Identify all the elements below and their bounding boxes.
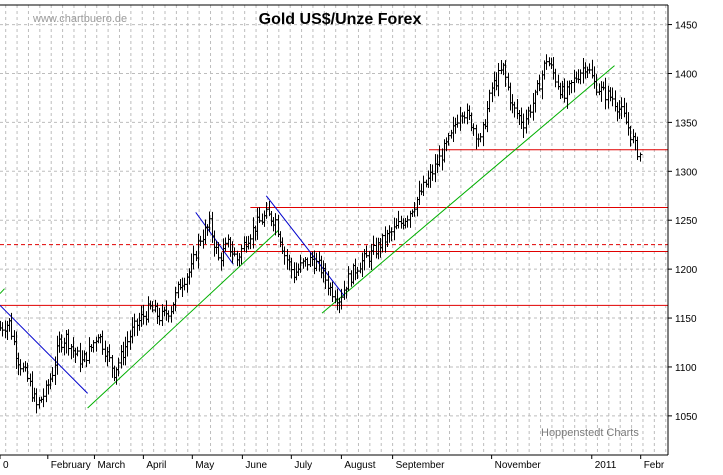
y-axis: 1050 1100 1150 1200 1250 1300 1350 1400 1450 — [668, 21, 698, 423]
support-resistance-lines — [0, 149, 668, 306]
y-tick-label: 1300 — [675, 167, 698, 178]
trend-line — [321, 65, 615, 314]
y-tick-label: 1050 — [675, 412, 698, 423]
watermark-text: www.chartbuero.de — [32, 13, 127, 25]
x-tick-label: July — [294, 460, 312, 470]
price-bars — [0, 54, 643, 414]
trend-lines — [0, 65, 615, 409]
x-tick-label: August — [344, 460, 375, 470]
y-tick-label: 1400 — [675, 69, 698, 80]
y-tick-label: 1150 — [675, 314, 697, 325]
x-tick-label: Febr — [644, 460, 665, 470]
x-tick-label: March — [97, 460, 125, 470]
x-tick-label: June — [245, 460, 267, 470]
credit-text: Hoppenstedt Charts — [541, 427, 639, 439]
y-tick-label: 1350 — [675, 118, 698, 129]
x-tick-label: September — [396, 460, 446, 470]
x-tick-label: November — [495, 460, 542, 470]
x-tick-label: 0 — [3, 460, 9, 470]
trend-line — [0, 304, 88, 394]
y-tick-label: 1450 — [675, 21, 698, 32]
x-tick-label: May — [195, 460, 214, 470]
y-tick-label: 1250 — [675, 216, 698, 227]
trend-line — [0, 288, 5, 294]
trend-line — [87, 229, 280, 409]
x-tick-label: February — [51, 460, 91, 470]
x-axis: 0 February March April May June July August Sept… — [0, 455, 665, 471]
vertical-grid — [5, 5, 667, 455]
trend-line — [265, 195, 346, 297]
y-tick-label: 1200 — [675, 265, 698, 276]
chart-title: Gold US$/Unze Forex — [259, 11, 422, 28]
x-tick-label: 2011 — [595, 460, 617, 470]
y-tick-label: 1100 — [675, 363, 697, 374]
x-tick-label: April — [146, 460, 166, 470]
